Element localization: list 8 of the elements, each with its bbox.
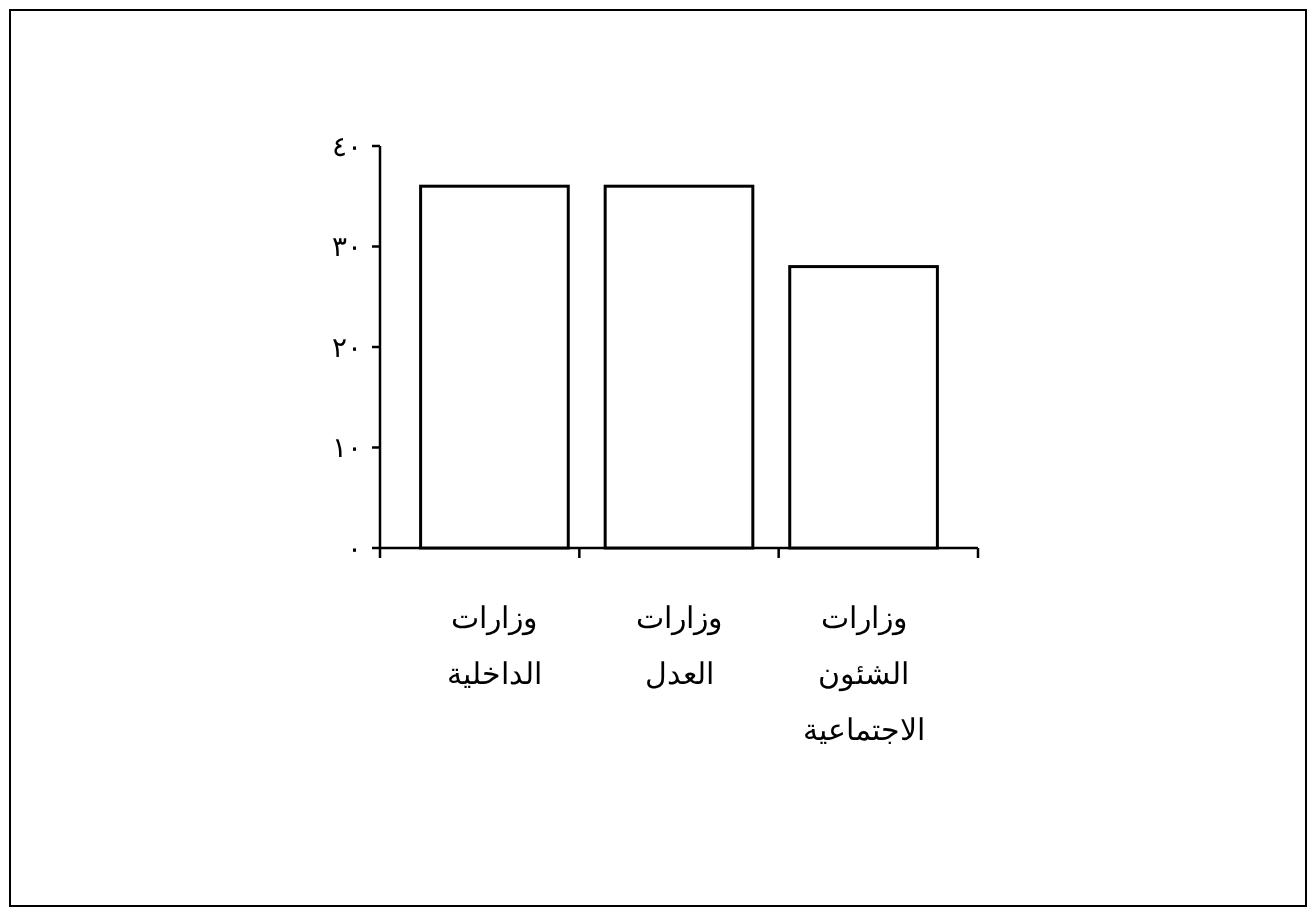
y-tick-label: ٠ (347, 532, 362, 564)
x-tick-label: وزارات الشئون الاجتماعية (802, 601, 925, 746)
y-tick-label: ٢٠ (332, 331, 362, 363)
x-tick-label: وزارات العدل (636, 601, 722, 690)
x-tick-label: وزارات الداخلية (446, 601, 542, 690)
y-tick-label: ٤٠ (332, 130, 362, 162)
y-tick-label: ١٠ (332, 432, 362, 464)
y-tick-label: ٣٠ (332, 231, 362, 263)
